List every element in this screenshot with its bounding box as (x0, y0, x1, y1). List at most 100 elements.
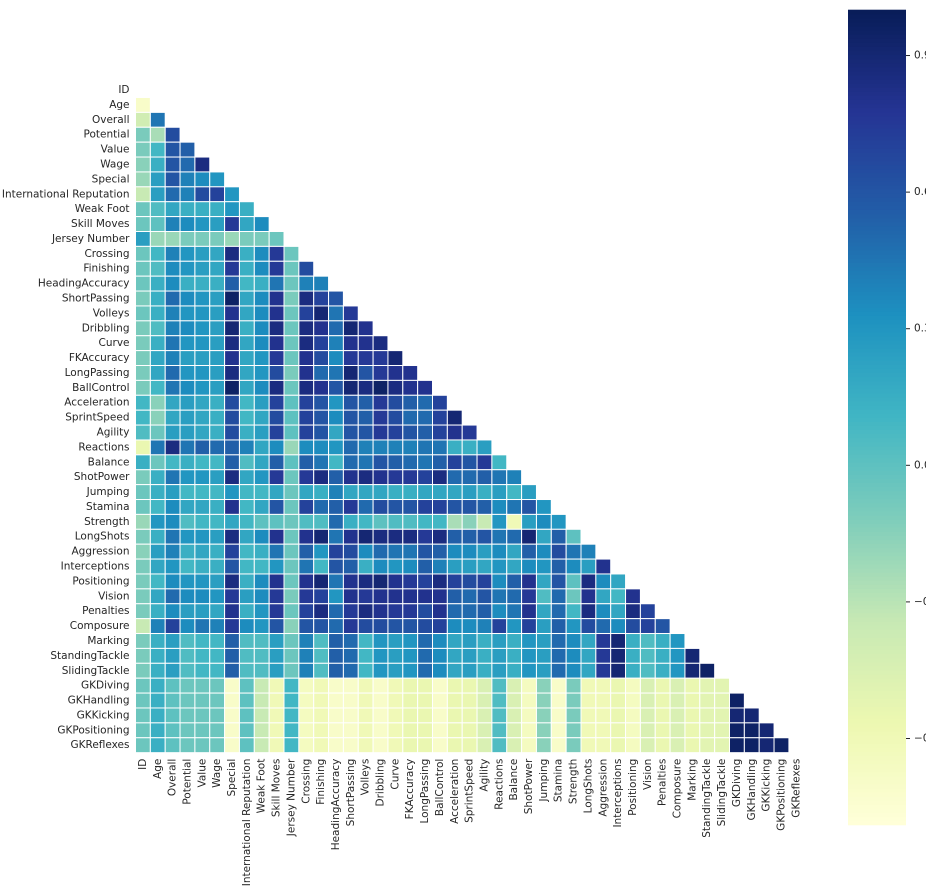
heatmap-cell (402, 424, 419, 441)
heatmap-cell (179, 320, 196, 337)
heatmap-cell (149, 156, 166, 173)
heatmap-cell (357, 335, 374, 352)
heatmap-cell (238, 707, 255, 724)
colorbar-strip (848, 115, 906, 121)
heatmap-cell (402, 722, 419, 739)
heatmap-cell (313, 305, 330, 322)
heatmap-cell (476, 662, 493, 679)
colorbar-strip (848, 433, 906, 439)
heatmap-cell (491, 499, 508, 515)
heatmap-cell (268, 439, 285, 456)
colorbar-strip (848, 470, 906, 475)
heatmap-cell (268, 633, 285, 649)
heatmap-cell (298, 469, 315, 486)
heatmap-cell (476, 588, 493, 605)
heatmap-cell (135, 96, 151, 113)
heatmap-cell (209, 439, 226, 456)
heatmap-cell (238, 677, 255, 694)
heatmap-cell (417, 499, 433, 515)
colorbar-strip (848, 38, 906, 43)
colorbar-strip (848, 140, 906, 145)
heatmap-cell (164, 513, 181, 530)
heatmap-cell (535, 633, 552, 649)
colorbar-strip (848, 502, 906, 508)
heatmap-cell (238, 231, 255, 247)
heatmap-cell (298, 558, 315, 575)
heatmap-cell (298, 543, 315, 560)
heatmap-cell (387, 543, 404, 560)
heatmap-cell (194, 245, 211, 262)
x-tick-label: Agility (478, 759, 490, 792)
heatmap-cell (521, 543, 537, 560)
heatmap-cell (149, 484, 166, 501)
heatmap-cell (372, 573, 389, 590)
heatmap-cell (179, 275, 196, 292)
heatmap-cell (238, 692, 255, 709)
heatmap-cell (476, 722, 493, 739)
heatmap-cell (164, 260, 181, 277)
heatmap-cell (639, 633, 656, 649)
heatmap-cell (209, 618, 226, 635)
heatmap-cell (357, 692, 374, 709)
colorbar-strip (848, 148, 906, 153)
heatmap-cell (521, 647, 537, 664)
colorbar-strip (848, 290, 906, 296)
heatmap-cell (135, 216, 151, 233)
heatmap-cell (209, 245, 226, 262)
x-tick-label: ID (137, 759, 149, 770)
heatmap-cell (446, 484, 463, 501)
heatmap-cell (402, 647, 419, 664)
heatmap-cell (446, 633, 463, 649)
heatmap-cell (149, 171, 166, 188)
colorbar-strip (848, 360, 906, 365)
heatmap-cell (342, 692, 359, 709)
x-tick-label: ShortPassing (345, 759, 357, 827)
x-tick-label: FKAccuracy (404, 759, 416, 820)
heatmap-cell (135, 484, 151, 501)
heatmap-cell (179, 409, 196, 426)
heatmap-cell (328, 707, 344, 724)
heatmap-cell (179, 737, 196, 754)
colorbar-tick-label: 0.6 (914, 186, 926, 198)
heatmap-cell (298, 379, 315, 396)
heatmap-cell (446, 692, 463, 709)
heatmap-cell (491, 454, 508, 471)
heatmap-cell (342, 513, 359, 530)
heatmap-cell (521, 484, 537, 501)
heatmap-cell (387, 394, 404, 411)
heatmap-cell (164, 379, 181, 396)
heatmap-cell (684, 737, 701, 754)
heatmap-cell (268, 484, 285, 501)
heatmap-cell (298, 394, 315, 411)
heatmap-cell (417, 543, 433, 560)
heatmap-cell (743, 737, 760, 754)
colorbar-strip (848, 368, 906, 373)
heatmap-cell (224, 558, 240, 575)
heatmap-cell (639, 662, 656, 679)
heatmap-cell (491, 573, 508, 590)
heatmap-cell (402, 469, 419, 486)
heatmap-cell (328, 499, 344, 515)
heatmap-cell (669, 707, 686, 724)
y-tick-label: Penalties (82, 605, 129, 617)
heatmap-cell (357, 662, 374, 679)
heatmap-cell (313, 543, 330, 560)
heatmap-cell (209, 603, 226, 620)
y-tick-label: Jersey Number (51, 233, 130, 245)
heatmap-cell (684, 707, 701, 724)
colorbar-strip (848, 678, 906, 683)
y-tick-label: Reactions (78, 441, 129, 453)
colorbar-strip (848, 519, 906, 524)
heatmap-cell (209, 528, 226, 545)
heatmap-cell (565, 633, 582, 649)
heatmap-cell (387, 737, 404, 754)
heatmap-cell (402, 528, 419, 545)
heatmap-cell (253, 350, 270, 367)
heatmap-cell (135, 722, 151, 739)
heatmap-cell (669, 662, 686, 679)
y-tick-label: GKPositioning (57, 724, 129, 736)
heatmap-cell (432, 543, 448, 560)
heatmap-cell (135, 439, 151, 456)
colorbar-strip (848, 686, 906, 691)
heatmap-cell (506, 707, 523, 724)
